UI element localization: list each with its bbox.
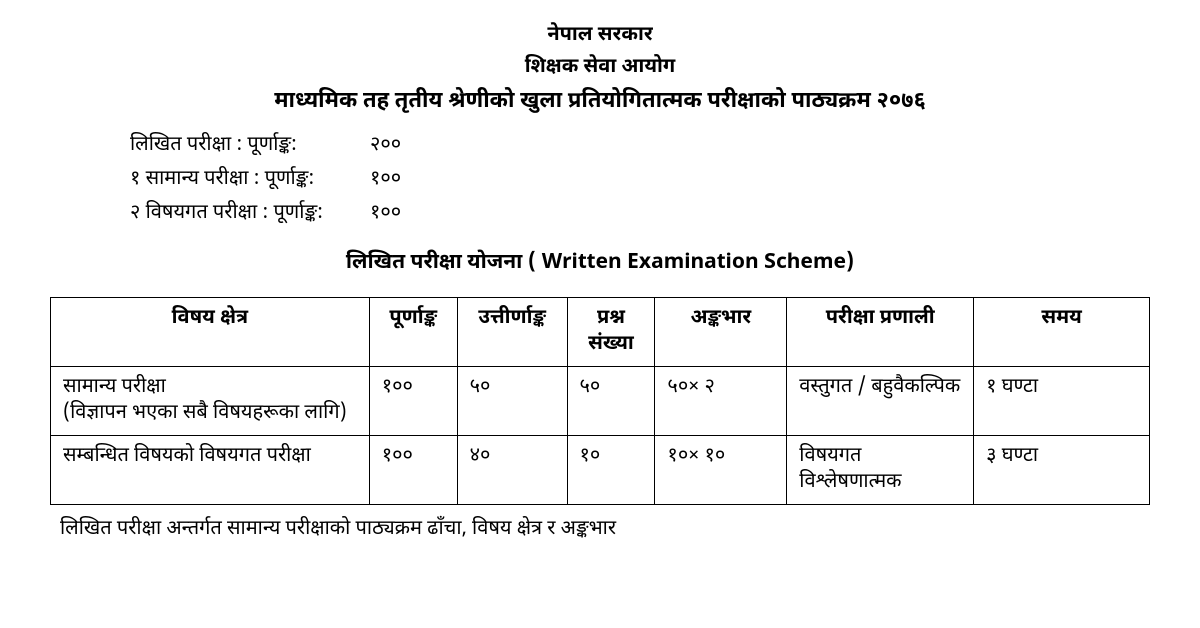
cell-fullmarks: १०० (369, 436, 457, 505)
cell-fullmarks: १०० (369, 367, 457, 436)
cell-weight: ५०× २ (655, 367, 787, 436)
col-header: पूर्णाङ्क (369, 298, 457, 367)
cell-system: वस्तुगत / बहुवैकल्पिक (787, 367, 974, 436)
table-row: सामान्य परीक्षा (विज्ञापन भएका सबै विषयह… (51, 367, 1150, 436)
cell-passmarks: ५० (457, 367, 567, 436)
cell-subject: सम्बन्धित विषयको विषयगत परीक्षा (51, 436, 370, 505)
col-header: विषय क्षेत्र (51, 298, 370, 367)
document-header: नेपाल सरकार शिक्षक सेवा आयोग माध्यमिक तह… (50, 20, 1150, 119)
meta-value: २०० (350, 129, 401, 163)
cell-questions: १० (567, 436, 655, 505)
meta-label: लिखित परीक्षा : पूर्णाङ्क: (130, 129, 350, 163)
footer-note: लिखित परीक्षा अन्तर्गत सामान्य परीक्षाको… (50, 517, 1150, 543)
meta-label: १ सामान्य परीक्षा : पूर्णाङ्क: (130, 163, 350, 197)
col-header: उत्तीर्णाङ्क (457, 298, 567, 367)
document-title: माध्यमिक तह तृतीय श्रेणीको खुला प्रतियोग… (50, 84, 1150, 119)
cell-questions: ५० (567, 367, 655, 436)
meta-row: १ सामान्य परीक्षा : पूर्णाङ्क: १०० (130, 163, 1150, 197)
meta-row: २ विषयगत परीक्षा : पूर्णाङ्क: १०० (130, 197, 1150, 231)
table-header-row: विषय क्षेत्र पूर्णाङ्क उत्तीर्णाङ्क प्रश… (51, 298, 1150, 367)
cell-passmarks: ४० (457, 436, 567, 505)
meta-value: १०० (350, 197, 401, 231)
cell-subject: सामान्य परीक्षा (विज्ञापन भएका सबै विषयह… (51, 367, 370, 436)
header-line-1: नेपाल सरकार (50, 20, 1150, 52)
col-header: प्रश्न संख्या (567, 298, 655, 367)
meta-row: लिखित परीक्षा : पूर्णाङ्क: २०० (130, 129, 1150, 163)
scheme-heading: लिखित परीक्षा योजना ( Written Examinatio… (50, 249, 1150, 277)
cell-time: १ घण्टा (974, 367, 1150, 436)
cell-weight: १०× १० (655, 436, 787, 505)
col-header: अङ्कभार (655, 298, 787, 367)
cell-time: ३ घण्टा (974, 436, 1150, 505)
cell-system: विषयगत विश्लेषणात्मक (787, 436, 974, 505)
meta-value: १०० (350, 163, 401, 197)
col-header: परीक्षा प्रणाली (787, 298, 974, 367)
col-header: समय (974, 298, 1150, 367)
meta-label: २ विषयगत परीक्षा : पूर्णाङ्क: (130, 197, 350, 231)
exam-scheme-table: विषय क्षेत्र पूर्णाङ्क उत्तीर्णाङ्क प्रश… (50, 297, 1150, 505)
marks-summary: लिखित परीक्षा : पूर्णाङ्क: २०० १ सामान्य… (130, 129, 1150, 231)
header-line-2: शिक्षक सेवा आयोग (50, 52, 1150, 84)
table-row: सम्बन्धित विषयको विषयगत परीक्षा १०० ४० १… (51, 436, 1150, 505)
